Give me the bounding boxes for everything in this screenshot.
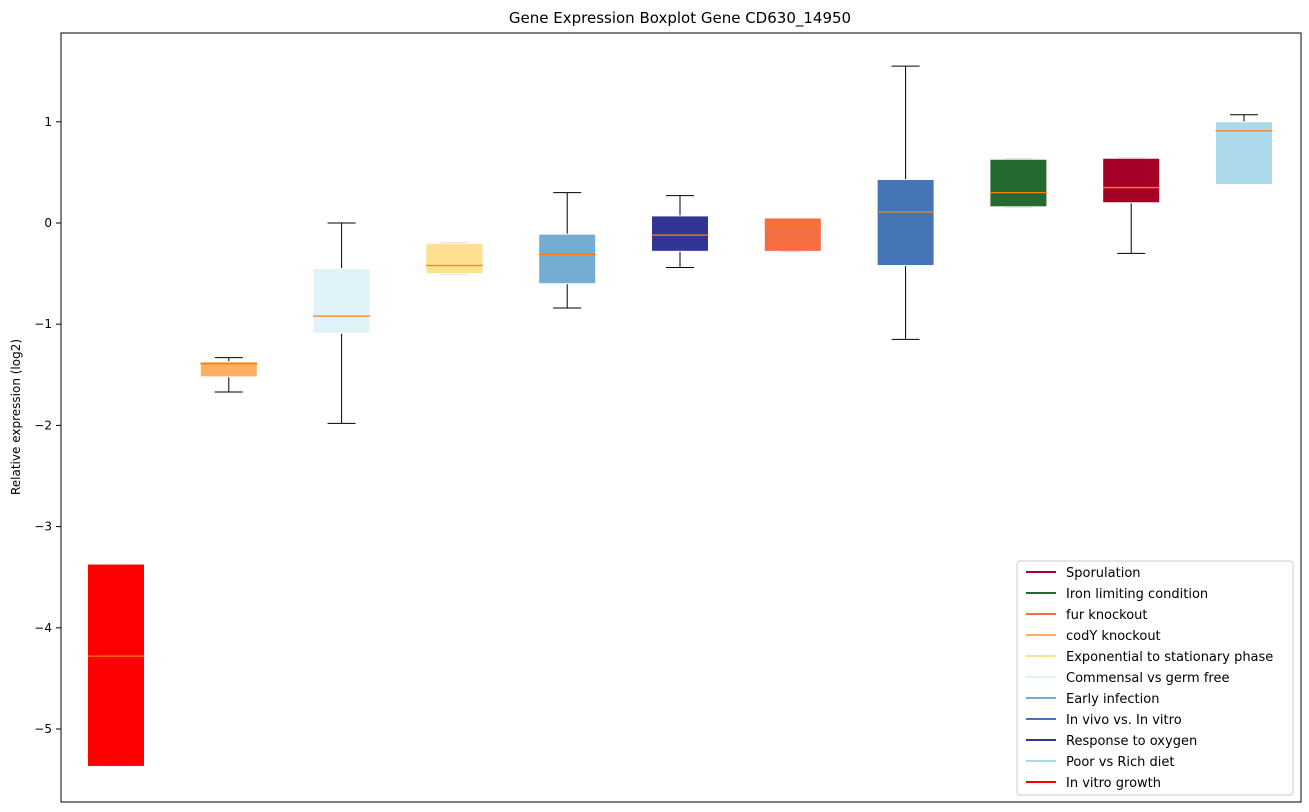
y-tick-label: 1 xyxy=(44,115,52,129)
legend-label: fur knockout xyxy=(1066,608,1148,623)
legend-frame xyxy=(1016,560,1294,796)
box-iqr xyxy=(87,563,145,767)
box-iqr xyxy=(651,215,709,252)
legend-item: codY knockout xyxy=(1026,629,1161,644)
legend: Sporulation Iron limiting condition fur kn… xyxy=(1016,560,1294,796)
y-axis-label: Relative expression (log2) xyxy=(9,339,23,495)
legend-label: Commensal vs germ free xyxy=(1066,671,1229,686)
legend-label: codY knockout xyxy=(1066,629,1161,644)
legend-label: In vivo vs. In vitro xyxy=(1066,713,1182,728)
y-tick-label: −5 xyxy=(34,722,52,736)
legend-label: Poor vs Rich diet xyxy=(1066,755,1174,770)
legend-item: In vivo vs. In vitro xyxy=(1026,713,1182,728)
box-iqr xyxy=(425,242,484,275)
legend-item: fur knockout xyxy=(1026,608,1148,623)
box-poor-vs-rich-diet xyxy=(1215,114,1273,186)
box-iron-limiting-condition xyxy=(989,158,1048,208)
legend-label: Response to oxygen xyxy=(1066,734,1197,749)
box-iqr xyxy=(876,178,935,267)
y-tick-label: −4 xyxy=(34,621,52,635)
box-iqr xyxy=(199,361,258,378)
box-cody-knockout xyxy=(199,357,258,393)
box-iqr xyxy=(763,217,822,252)
legend-label: In vitro growth xyxy=(1066,776,1161,791)
legend-label: Sporulation xyxy=(1066,566,1141,581)
box-sporulation xyxy=(1102,157,1161,254)
box-iqr xyxy=(989,158,1048,208)
legend-item: Exponential to stationary phase xyxy=(1026,650,1273,665)
box-iqr xyxy=(1215,121,1273,186)
box-fur-knockout xyxy=(763,217,822,252)
legend-item: Response to oxygen xyxy=(1026,734,1197,749)
box-in-vivo-vs-in-vitro xyxy=(876,65,935,340)
y-tick-label: −2 xyxy=(34,418,52,432)
legend-label: Exponential to stationary phase xyxy=(1066,650,1273,665)
box-early-infection xyxy=(538,192,597,309)
legend-item: Sporulation xyxy=(1026,566,1141,581)
legend-item: Iron limiting condition xyxy=(1026,587,1208,602)
box-response-to-oxygen xyxy=(651,195,709,269)
legend-item: Commensal vs germ free xyxy=(1026,671,1229,686)
y-tick-label: −3 xyxy=(34,520,52,534)
box-iqr xyxy=(538,233,597,285)
legend-item: Poor vs Rich diet xyxy=(1026,755,1174,770)
legend-item: Early infection xyxy=(1026,692,1159,707)
box-exponential-to-stationary-phase xyxy=(425,242,484,275)
y-tick-label: 0 xyxy=(44,216,52,230)
legend-item: In vitro growth xyxy=(1026,776,1161,791)
legend-label: Early infection xyxy=(1066,692,1159,707)
box-iqr xyxy=(1102,157,1161,204)
box-in-vitro-growth xyxy=(87,563,145,767)
y-tick-label: −1 xyxy=(34,317,52,331)
chart-title: Gene Expression Boxplot Gene CD630_14950 xyxy=(509,9,851,28)
plot-frame xyxy=(60,32,1302,803)
box-iqr xyxy=(312,268,371,334)
box-commensal-vs-germ-free xyxy=(312,222,371,424)
legend-label: Iron limiting condition xyxy=(1066,587,1208,602)
